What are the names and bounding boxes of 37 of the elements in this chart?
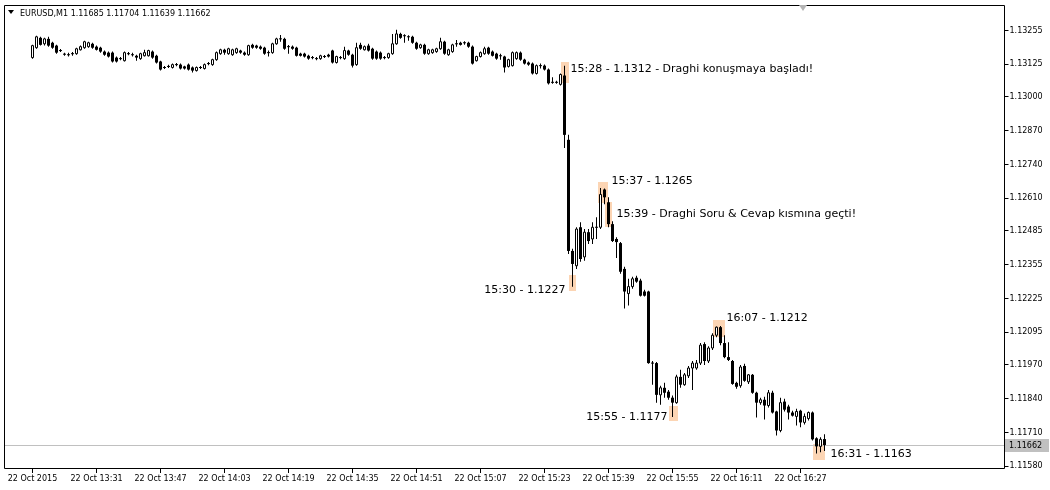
x-tick-label: 22 Oct 16:27 [774, 473, 827, 483]
annotation: 15:30 - 1.1227 [484, 282, 566, 296]
y-tick-label: 1.13255 [1009, 25, 1043, 35]
annotation: 16:07 - 1.1212 [726, 310, 808, 324]
x-tick-label: 22 Oct 15:23 [518, 473, 571, 483]
y-tick-label: 1.12740 [1009, 159, 1043, 169]
x-tick-label: 22 Oct 15:55 [646, 473, 699, 483]
chart-title: EURUSD,M1 1.11685 1.11704 1.11639 1.11662 [20, 8, 211, 18]
candlestick [407, 35, 410, 41]
ref-line-label: 1.11662 [1009, 440, 1043, 450]
x-tick-label: 22 Oct 14:35 [326, 473, 379, 483]
x-tick-label: 22 Oct 14:51 [390, 473, 443, 483]
y-tick-label: 1.12355 [1009, 259, 1043, 269]
y-tick-label: 1.11840 [1009, 393, 1043, 403]
y-tick-label: 1.12095 [1009, 327, 1043, 337]
annotation: 15:28 - 1.1312 - Draghi konuşmaya başladı! [570, 61, 814, 75]
y-tick-label: 1.13125 [1009, 59, 1043, 69]
x-tick-label: 22 Oct 2015 [7, 473, 58, 483]
y-tick-label: 1.12870 [1009, 125, 1043, 135]
x-tick-label: 22 Oct 14:19 [262, 473, 315, 483]
y-tick-label: 1.12225 [1009, 293, 1043, 303]
y-tick-label: 1.11710 [1009, 427, 1043, 437]
y-tick-label: 1.12485 [1009, 225, 1043, 235]
annotation: 15:37 - 1.1265 [611, 173, 693, 187]
x-tick-label: 22 Oct 16:11 [710, 473, 763, 483]
x-tick-label: 22 Oct 15:39 [582, 473, 635, 483]
annotation: 15:39 - Draghi Soru & Cevap kısmına geçti! [616, 206, 857, 220]
x-tick-label: 22 Oct 14:03 [198, 473, 251, 483]
y-tick-label: 1.11580 [1009, 461, 1043, 471]
annotation: 15:55 - 1.1177 [586, 409, 668, 423]
annotation: 16:31 - 1.1163 [830, 447, 912, 461]
y-tick-label: 1.11970 [1009, 359, 1043, 369]
y-tick-label: 1.13000 [1009, 91, 1043, 101]
x-tick-label: 22 Oct 15:07 [454, 473, 507, 483]
y-tick-label: 1.12610 [1009, 193, 1043, 203]
x-tick-label: 22 Oct 13:31 [70, 473, 123, 483]
x-tick-label: 22 Oct 13:47 [134, 473, 187, 483]
